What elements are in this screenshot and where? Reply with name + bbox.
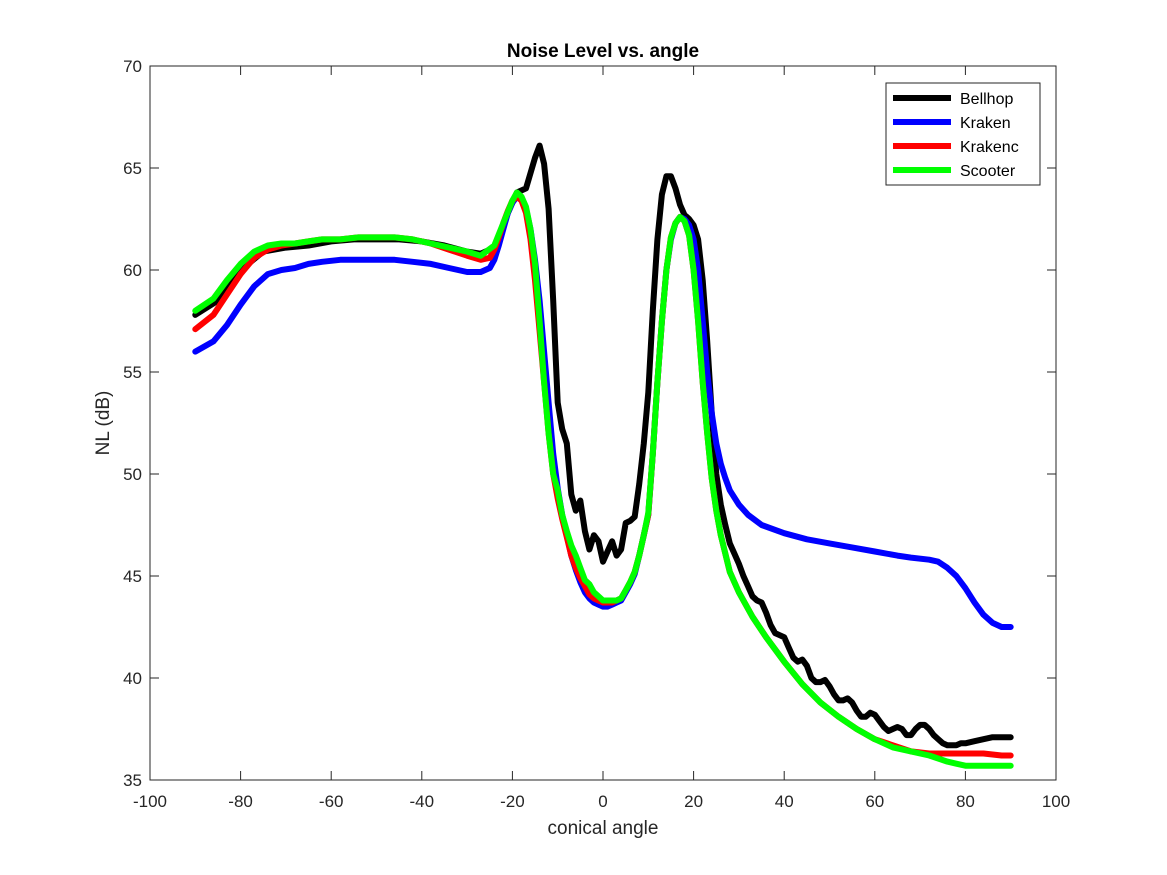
y-tick-label: 50: [123, 465, 142, 484]
x-tick-label: 100: [1042, 792, 1070, 811]
x-tick-label: 80: [956, 792, 975, 811]
legend-label-kraken: Kraken: [960, 115, 1011, 132]
legend-label-krakenc: Krakenc: [960, 139, 1019, 156]
x-tick-label: -60: [319, 792, 344, 811]
y-tick-label: 35: [123, 771, 142, 790]
x-tick-label: -100: [133, 792, 167, 811]
x-tick-label: -20: [500, 792, 525, 811]
x-tick-label: 20: [684, 792, 703, 811]
y-tick-label: 45: [123, 567, 142, 586]
axis-ticks: -100 -80 -60 -40 -20 0 20 40 60 80 100 35 40 45 50 55 60…: [123, 57, 1070, 811]
x-tick-label: 0: [598, 792, 607, 811]
x-tick-label: -40: [410, 792, 435, 811]
x-tick-label: 40: [775, 792, 794, 811]
y-tick-label: 55: [123, 363, 142, 382]
legend-label-scooter: Scooter: [960, 163, 1016, 180]
legend: Bellhop Kraken Krakenc Scooter: [885, 82, 1041, 186]
x-axis-label: conical angle: [548, 818, 659, 839]
x-tick-label: -80: [228, 792, 253, 811]
x-tick-label: 60: [865, 792, 884, 811]
y-axis-label: NL (dB): [93, 391, 114, 456]
legend-label-bellhop: Bellhop: [960, 91, 1013, 108]
series-line-scooter: [192, 189, 1014, 769]
y-tick-label: 65: [123, 159, 142, 178]
y-tick-label: 60: [123, 261, 142, 280]
series-lines: [192, 142, 1014, 769]
chart-title: Noise Level vs. angle: [507, 41, 699, 62]
y-tick-label: 40: [123, 669, 142, 688]
y-tick-label: 70: [123, 57, 142, 76]
series-line-bellhop: [192, 142, 1014, 749]
